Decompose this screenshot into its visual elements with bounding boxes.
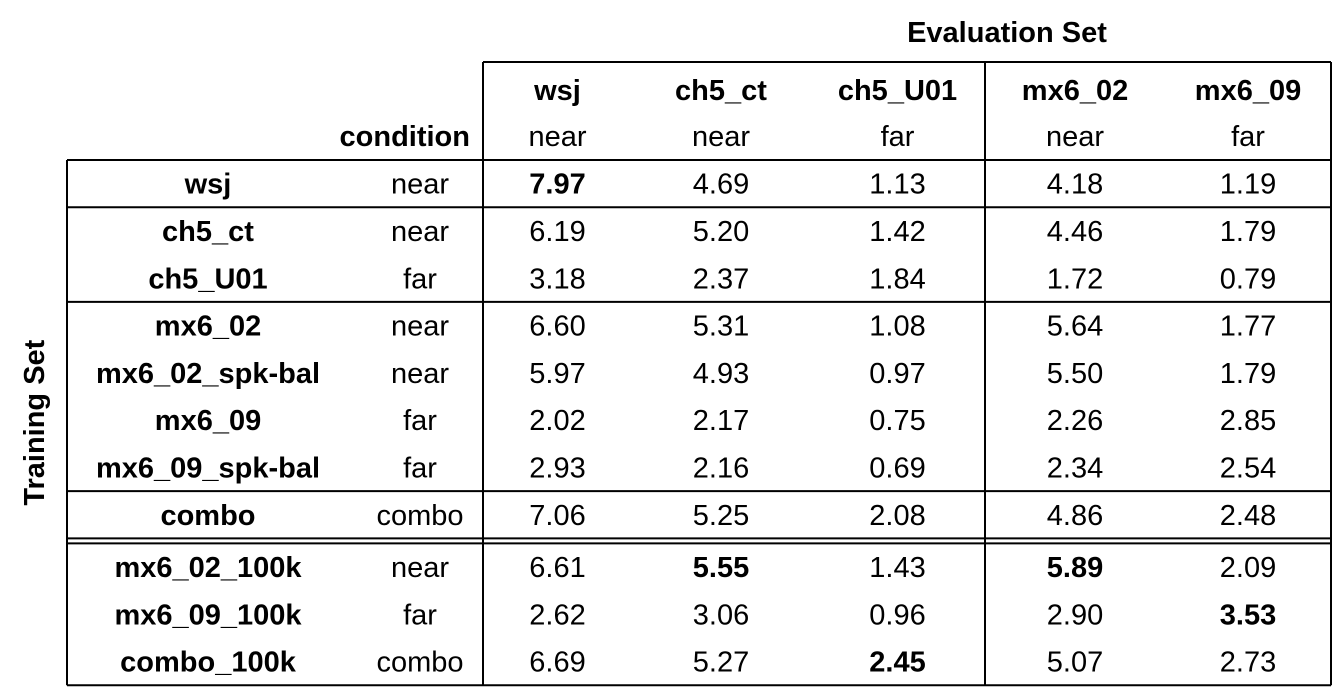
row-label-combo: combo — [160, 500, 255, 532]
cell-mx6_02-ch5_ct: 5.31 — [693, 311, 749, 343]
row-condition-ch5_U01: far — [403, 263, 437, 295]
row-label-mx6_09: mx6_09 — [155, 405, 261, 437]
column-header-ch5_U01: ch5_U01 — [838, 75, 957, 107]
column-header-mx6_09: mx6_09 — [1195, 75, 1301, 107]
column-condition-mx6_02: near — [1046, 121, 1104, 153]
cell-mx6_02_100k-ch5_U01: 1.43 — [869, 552, 925, 584]
cell-combo-ch5_ct: 5.25 — [693, 500, 749, 532]
cell-wsj-ch5_ct: 4.69 — [693, 169, 749, 201]
row-condition-mx6_09_spk-bal: far — [403, 452, 437, 484]
cell-mx6_09_spk-bal-ch5_ct: 2.16 — [693, 452, 749, 484]
row-condition-combo_100k: combo — [376, 647, 463, 679]
cell-mx6_02_100k-wsj: 6.61 — [529, 552, 585, 584]
row-label-mx6_02_100k: mx6_02_100k — [114, 552, 302, 584]
cell-mx6_02-mx6_02: 5.64 — [1047, 311, 1103, 343]
cell-mx6_09_100k-ch5_ct: 3.06 — [693, 599, 749, 631]
column-header-mx6_02: mx6_02 — [1022, 75, 1128, 107]
cell-ch5_U01-mx6_02: 1.72 — [1047, 263, 1103, 295]
row-label-mx6_09_spk-bal: mx6_09_spk-bal — [96, 452, 320, 484]
cell-mx6_02_100k-ch5_ct: 5.55 — [693, 552, 749, 584]
cell-mx6_09_100k-mx6_02: 2.90 — [1047, 599, 1103, 631]
cell-mx6_09_100k-ch5_U01: 0.96 — [869, 599, 925, 631]
row-condition-mx6_02: near — [391, 311, 449, 343]
cell-ch5_ct-mx6_02: 4.46 — [1047, 216, 1103, 248]
cell-mx6_02_spk-bal-ch5_U01: 0.97 — [869, 358, 925, 390]
row-label-mx6_02: mx6_02 — [155, 311, 261, 343]
column-header-ch5_ct: ch5_ct — [675, 75, 767, 107]
row-label-mx6_09_100k: mx6_09_100k — [114, 599, 302, 631]
cell-mx6_09-mx6_02: 2.26 — [1047, 405, 1103, 437]
cell-combo_100k-ch5_U01: 2.45 — [869, 647, 925, 679]
condition-header: condition — [340, 121, 470, 153]
column-condition-ch5_U01: far — [881, 121, 915, 153]
cell-mx6_02_100k-mx6_09: 2.09 — [1220, 552, 1276, 584]
row-condition-wsj: near — [391, 169, 449, 201]
row-label-wsj: wsj — [184, 169, 232, 201]
cell-combo-ch5_U01: 2.08 — [869, 500, 925, 532]
cell-ch5_ct-ch5_U01: 1.42 — [869, 216, 925, 248]
cell-combo_100k-mx6_09: 2.73 — [1220, 647, 1276, 679]
evaluation-set-label: Evaluation Set — [907, 17, 1107, 49]
cell-wsj-ch5_U01: 1.13 — [869, 169, 925, 201]
cell-mx6_02_100k-mx6_02: 5.89 — [1047, 552, 1103, 584]
cell-combo-mx6_09: 2.48 — [1220, 500, 1276, 532]
training-set-label: Training Set — [19, 339, 51, 505]
cell-combo_100k-ch5_ct: 5.27 — [693, 647, 749, 679]
cell-ch5_ct-wsj: 6.19 — [529, 216, 585, 248]
cell-wsj-mx6_09: 1.19 — [1220, 169, 1276, 201]
cell-ch5_ct-mx6_09: 1.79 — [1220, 216, 1276, 248]
cell-mx6_02-wsj: 6.60 — [529, 311, 585, 343]
row-condition-ch5_ct: near — [391, 216, 449, 248]
cell-combo_100k-wsj: 6.69 — [529, 647, 585, 679]
cell-combo_100k-mx6_02: 5.07 — [1047, 647, 1103, 679]
cell-ch5_U01-wsj: 3.18 — [529, 263, 585, 295]
cell-mx6_09_spk-bal-mx6_02: 2.34 — [1047, 452, 1103, 484]
row-label-combo_100k: combo_100k — [120, 647, 297, 679]
row-condition-mx6_02_spk-bal: near — [391, 358, 449, 390]
row-label-ch5_ct: ch5_ct — [162, 216, 254, 248]
cell-mx6_02-mx6_09: 1.77 — [1220, 311, 1276, 343]
row-condition-combo: combo — [376, 500, 463, 532]
cell-mx6_02_spk-bal-wsj: 5.97 — [529, 358, 585, 390]
cell-ch5_U01-ch5_ct: 2.37 — [693, 263, 749, 295]
cell-mx6_09-ch5_ct: 2.17 — [693, 405, 749, 437]
cell-wsj-wsj: 7.97 — [529, 169, 585, 201]
row-condition-mx6_02_100k: near — [391, 552, 449, 584]
cell-mx6_02-ch5_U01: 1.08 — [869, 311, 925, 343]
column-condition-mx6_09: far — [1231, 121, 1265, 153]
cell-mx6_09-mx6_09: 2.85 — [1220, 405, 1276, 437]
cell-combo-wsj: 7.06 — [529, 500, 585, 532]
column-condition-ch5_ct: near — [692, 121, 750, 153]
column-header-wsj: wsj — [533, 75, 581, 107]
cell-mx6_09_100k-mx6_09: 3.53 — [1220, 599, 1276, 631]
cell-mx6_09_100k-wsj: 2.62 — [529, 599, 585, 631]
row-condition-mx6_09_100k: far — [403, 599, 437, 631]
cell-mx6_02_spk-bal-mx6_02: 5.50 — [1047, 358, 1103, 390]
cell-ch5_U01-ch5_U01: 1.84 — [869, 263, 925, 295]
row-label-ch5_U01: ch5_U01 — [148, 263, 267, 295]
cell-mx6_02_spk-bal-ch5_ct: 4.93 — [693, 358, 749, 390]
row-label-mx6_02_spk-bal: mx6_02_spk-bal — [96, 358, 320, 390]
cell-wsj-mx6_02: 4.18 — [1047, 169, 1103, 201]
cell-mx6_09_spk-bal-mx6_09: 2.54 — [1220, 452, 1276, 484]
cell-mx6_02_spk-bal-mx6_09: 1.79 — [1220, 358, 1276, 390]
cell-mx6_09_spk-bal-ch5_U01: 0.69 — [869, 452, 925, 484]
cell-ch5_U01-mx6_09: 0.79 — [1220, 263, 1276, 295]
cell-mx6_09_spk-bal-wsj: 2.93 — [529, 452, 585, 484]
row-condition-mx6_09: far — [403, 405, 437, 437]
cell-mx6_09-ch5_U01: 0.75 — [869, 405, 925, 437]
cell-mx6_09-wsj: 2.02 — [529, 405, 585, 437]
column-condition-wsj: near — [528, 121, 586, 153]
cell-ch5_ct-ch5_ct: 5.20 — [693, 216, 749, 248]
cell-combo-mx6_02: 4.86 — [1047, 500, 1103, 532]
